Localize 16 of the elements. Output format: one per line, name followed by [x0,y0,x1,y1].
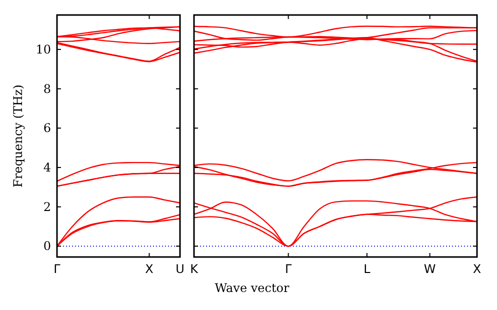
x-tick-label: L [364,262,371,276]
x-tick-label: X [472,262,482,276]
y-axis-title: Frequency (THz) [11,84,25,188]
y-tick-label: 10 [36,42,51,56]
x-tick-label: W [424,262,436,276]
y-tick-label: 6 [43,121,51,136]
y-tick-label: 2 [43,200,51,214]
x-tick-label: Γ [54,262,61,276]
y-tick-label: 8 [43,82,51,96]
x-axis-title: Wave vector [214,281,290,295]
y-tick-label: 4 [43,160,52,174]
x-tick-label: X [145,262,154,276]
y-tick-label: 0 [43,239,51,254]
x-tick-label: U [176,262,184,276]
x-tick-label: K [190,262,200,276]
x-tick-label: Γ [284,262,292,276]
